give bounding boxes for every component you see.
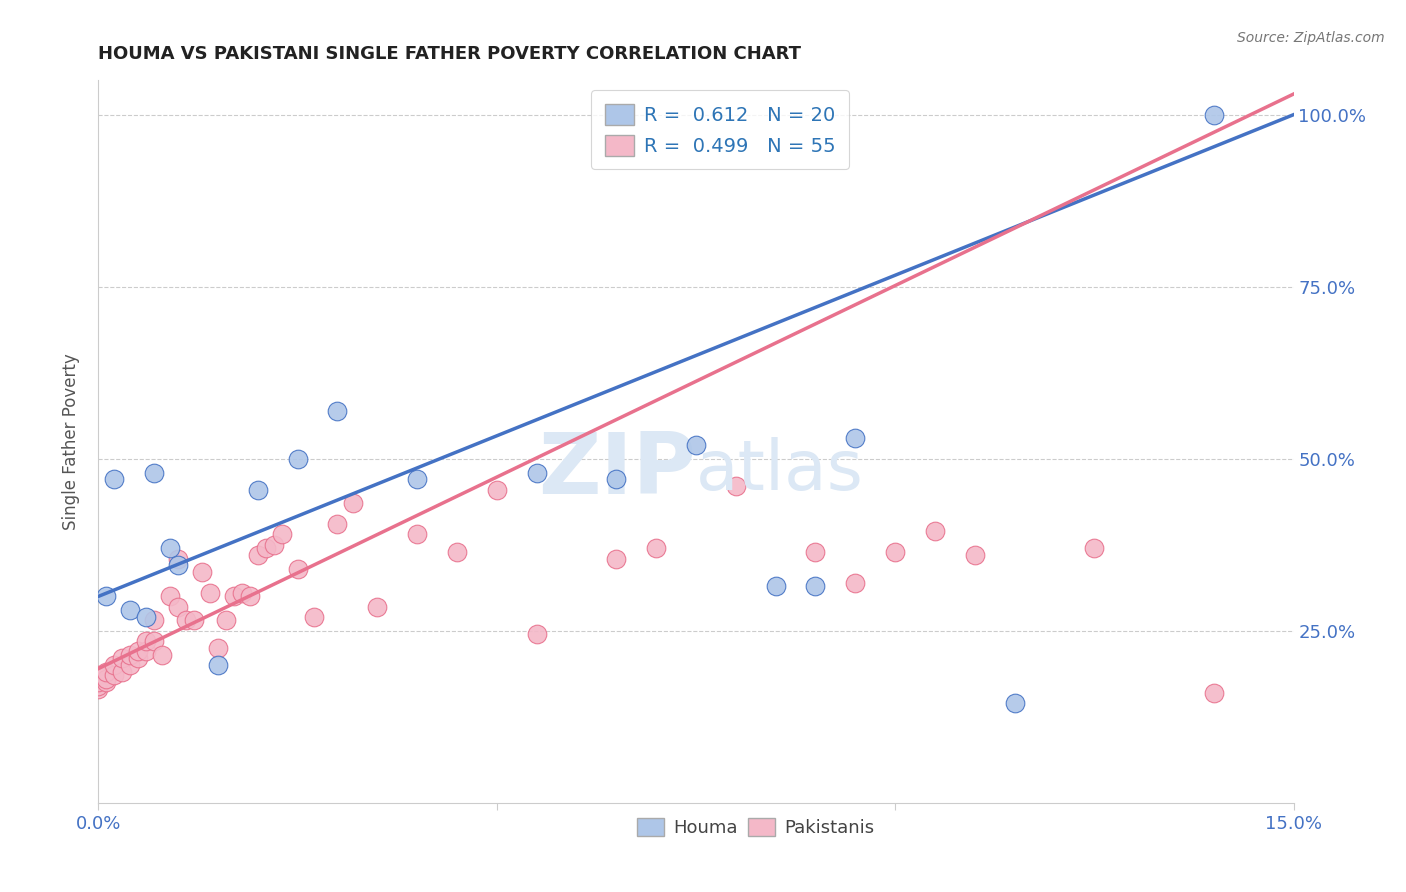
Point [844, 431, 866, 445]
Point [287, 562, 309, 576]
Point [222, 590, 245, 604]
Point [191, 566, 214, 580]
Point [804, 579, 827, 593]
Point [1004, 696, 1026, 710]
Point [96, 675, 118, 690]
Point [685, 438, 707, 452]
Point [406, 527, 429, 541]
Point [96, 665, 118, 679]
Point [207, 658, 229, 673]
Point [765, 579, 787, 593]
Point [87, 668, 110, 682]
Point [167, 558, 190, 573]
Text: Source: ZipAtlas.com: Source: ZipAtlas.com [1237, 31, 1385, 45]
Text: ZIP: ZIP [538, 429, 696, 512]
Text: atlas: atlas [696, 437, 863, 504]
Point [1083, 541, 1105, 556]
Point [207, 640, 229, 655]
Point [605, 551, 627, 566]
Point [645, 541, 668, 556]
Point [263, 538, 285, 552]
Point [485, 483, 508, 497]
Point [96, 590, 118, 604]
Point [326, 403, 349, 417]
Point [174, 614, 197, 628]
Point [198, 586, 221, 600]
Point [127, 644, 149, 658]
Point [159, 541, 181, 556]
Point [215, 614, 238, 628]
Point [342, 496, 364, 510]
Point [167, 599, 190, 614]
Point [120, 603, 142, 617]
Y-axis label: Single Father Poverty: Single Father Poverty [62, 353, 80, 530]
Text: HOUMA VS PAKISTANI SINGLE FATHER POVERTY CORRELATION CHART: HOUMA VS PAKISTANI SINGLE FATHER POVERTY… [98, 45, 801, 63]
Point [844, 575, 866, 590]
Point [143, 466, 166, 480]
Point [1202, 108, 1225, 122]
Point [87, 679, 110, 693]
Point [406, 472, 429, 486]
Point [804, 544, 827, 558]
Point [287, 451, 309, 466]
Point [150, 648, 173, 662]
Point [366, 599, 388, 614]
Point [254, 541, 277, 556]
Point [302, 610, 325, 624]
Point [135, 634, 157, 648]
Point [526, 466, 548, 480]
Point [167, 551, 190, 566]
Point [103, 658, 125, 673]
Point [239, 590, 262, 604]
Point [724, 479, 747, 493]
Point [1202, 686, 1225, 700]
Point [963, 548, 986, 562]
Point [526, 627, 548, 641]
Point [103, 472, 125, 486]
Point [103, 668, 125, 682]
Point [111, 665, 134, 679]
Point [270, 527, 292, 541]
Point [246, 548, 269, 562]
Point [96, 672, 118, 686]
Point [143, 634, 166, 648]
Point [605, 472, 627, 486]
Point [159, 590, 181, 604]
Point [183, 614, 205, 628]
Point [924, 524, 946, 538]
Point [326, 517, 349, 532]
Point [446, 544, 468, 558]
Point [231, 586, 253, 600]
Legend: Houma, Pakistanis: Houma, Pakistanis [630, 811, 882, 845]
Point [135, 610, 157, 624]
Point [87, 682, 110, 697]
Point [87, 675, 110, 690]
Point [135, 644, 157, 658]
Point [120, 648, 142, 662]
Point [127, 651, 149, 665]
Point [120, 658, 142, 673]
Point [884, 544, 907, 558]
Point [143, 614, 166, 628]
Point [111, 651, 134, 665]
Point [246, 483, 269, 497]
